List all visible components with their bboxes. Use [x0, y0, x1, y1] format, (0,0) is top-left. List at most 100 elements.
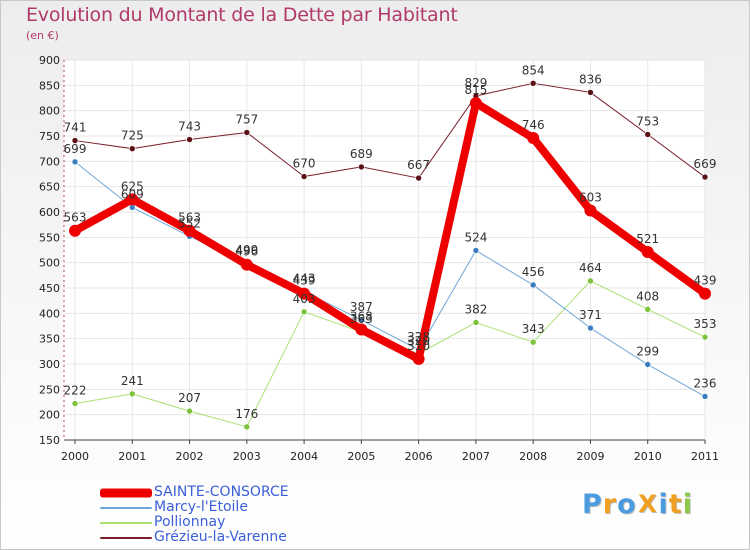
data-point-marcy-l-etoile: [644, 361, 652, 368]
data-point-pollionnay: [128, 390, 136, 398]
data-label-pollionnay: 353: [694, 317, 717, 331]
data-point-marcy-l-etoile: [701, 393, 709, 400]
data-point-gr-zieu-la-varenne: [243, 129, 251, 136]
logo-letter: X: [637, 490, 658, 519]
data-point-marcy-l-etoile: [128, 204, 136, 211]
x-tick-label: 2003: [233, 450, 261, 463]
data-point-marcy-l-etoile: [71, 158, 79, 166]
data-label-gr-zieu-la-varenne: 757: [235, 112, 258, 126]
x-tick-label: 2009: [576, 450, 604, 463]
data-point-pollionnay: [472, 319, 480, 326]
data-point-gr-zieu-la-varenne: [186, 136, 193, 143]
data-point-marcy-l-etoile: [358, 316, 365, 324]
data-point-marcy-l-etoile: [472, 247, 480, 254]
data-label-gr-zieu-la-varenne: 854: [522, 63, 545, 77]
data-label-gr-zieu-la-varenne: 753: [636, 114, 659, 128]
data-label-pollionnay: 320: [407, 334, 430, 348]
data-point-sainte-consorce: [584, 204, 597, 217]
data-label-sainte-consorce: 603: [579, 190, 602, 204]
data-label-pollionnay: 222: [64, 384, 87, 398]
data-label-gr-zieu-la-varenne: 669: [694, 157, 717, 171]
series-line-sainte-consorce: [71, 99, 709, 363]
data-label-gr-zieu-la-varenne: 667: [407, 158, 430, 172]
data-point-gr-zieu-la-varenne: [587, 89, 594, 96]
chart-subtitle: (en €): [26, 29, 59, 42]
data-point-gr-zieu-la-varenne: [128, 145, 136, 152]
data-point-sainte-consorce: [240, 258, 253, 271]
data-point-pollionnay: [300, 308, 308, 316]
chart-title: Evolution du Montant de la Dette par Hab…: [26, 4, 458, 26]
data-point-sainte-consorce: [641, 246, 654, 259]
data-point-sainte-consorce: [126, 193, 139, 206]
x-tick-label: 2000: [61, 450, 89, 463]
data-point-pollionnay: [186, 407, 193, 415]
legend-label: Marcy-l'Etoile: [154, 499, 248, 515]
data-point-gr-zieu-la-varenne: [644, 131, 652, 138]
y-tick-label: 450: [39, 282, 60, 295]
x-tick-label: 2010: [634, 450, 662, 463]
legend-swatch: [100, 536, 152, 539]
y-tick-label: 850: [39, 79, 60, 92]
data-label-marcy-l-etoile: 387: [350, 300, 373, 314]
data-label-gr-zieu-la-varenne: 670: [293, 157, 316, 171]
legend-swatch: [100, 488, 152, 497]
y-tick-label: 650: [39, 181, 60, 194]
data-label-gr-zieu-la-varenne: 741: [64, 121, 87, 135]
data-label-pollionnay: 207: [178, 391, 201, 405]
data-label-gr-zieu-la-varenne: 725: [121, 129, 144, 143]
data-label-gr-zieu-la-varenne: 829: [464, 76, 487, 90]
data-label-gr-zieu-la-varenne: 836: [579, 72, 602, 86]
data-label-pollionnay: 464: [579, 261, 602, 275]
data-label-pollionnay: 176: [235, 407, 258, 421]
data-label-marcy-l-etoile: 299: [636, 345, 659, 359]
data-point-gr-zieu-la-varenne: [529, 80, 537, 87]
y-tick-label: 250: [39, 383, 60, 396]
legend-swatch: [100, 521, 152, 524]
logo-letter: i: [658, 489, 669, 520]
logo-letter: i: [682, 489, 693, 520]
data-point-pollionnay: [529, 338, 537, 346]
data-label-pollionnay: 343: [522, 322, 545, 336]
data-label-pollionnay: 241: [121, 374, 144, 388]
data-point-gr-zieu-la-varenne: [358, 163, 365, 171]
data-point-sainte-consorce: [183, 224, 196, 237]
y-tick-label: 500: [39, 257, 60, 270]
data-label-marcy-l-etoile: 236: [694, 376, 717, 390]
data-label-sainte-consorce: 563: [64, 211, 87, 225]
y-tick-label: 300: [39, 358, 60, 371]
data-point-pollionnay: [644, 305, 652, 313]
data-label-marcy-l-etoile: 524: [464, 231, 487, 245]
data-point-pollionnay: [243, 423, 251, 431]
plot-area: [64, 60, 705, 440]
data-point-sainte-consorce: [298, 287, 311, 300]
data-label-sainte-consorce: 625: [121, 179, 144, 193]
data-label-marcy-l-etoile: 499: [235, 243, 258, 257]
data-point-gr-zieu-la-varenne: [415, 174, 422, 182]
data-point-sainte-consorce: [469, 97, 482, 110]
data-label-marcy-l-etoile: 443: [293, 272, 316, 286]
data-point-gr-zieu-la-varenne: [300, 173, 308, 180]
data-label-sainte-consorce: 521: [636, 232, 659, 246]
x-tick-label: 2005: [347, 450, 375, 463]
data-label-marcy-l-etoile: 699: [64, 142, 87, 156]
y-tick-label: 800: [39, 105, 60, 118]
data-label-marcy-l-etoile: 328: [407, 330, 430, 344]
series-line-marcy-l-etoile: [74, 161, 706, 397]
data-point-gr-zieu-la-varenne: [71, 137, 79, 144]
data-label-sainte-consorce: 368: [350, 310, 373, 324]
y-tick-label: 900: [39, 54, 60, 67]
y-tick-label: 600: [39, 206, 60, 219]
data-label-marcy-l-etoile: 371: [579, 308, 602, 322]
logo-letter: r: [602, 489, 618, 520]
y-tick-label: 700: [39, 155, 60, 168]
data-point-marcy-l-etoile: [587, 324, 594, 332]
data-point-sainte-consorce: [699, 287, 711, 300]
data-label-marcy-l-etoile: 609: [121, 187, 144, 201]
data-label-sainte-consorce: 496: [235, 245, 258, 259]
proxiti-logo: ProXiti: [582, 489, 693, 520]
data-label-marcy-l-etoile: 552: [178, 216, 201, 230]
y-tick-label: 350: [39, 333, 60, 346]
data-point-sainte-consorce: [355, 323, 368, 336]
data-point-pollionnay: [587, 277, 594, 285]
x-tick-label: 2002: [176, 450, 204, 463]
